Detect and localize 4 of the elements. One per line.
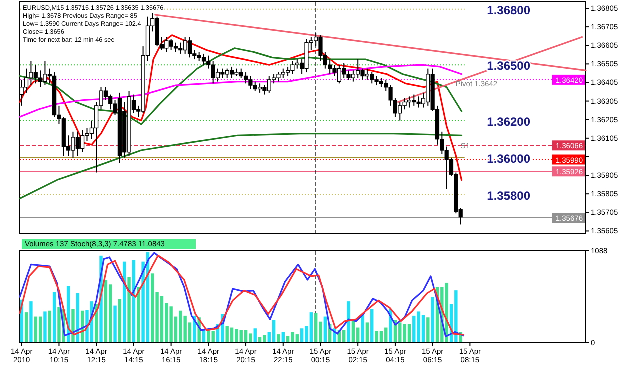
ref-line-label: 1.36200 <box>487 114 531 129</box>
ref-line-label: 1.36800 <box>487 3 531 18</box>
ref-line-label: 1.35800 <box>487 189 531 204</box>
ref-line-label: 1.36000 <box>487 152 531 166</box>
